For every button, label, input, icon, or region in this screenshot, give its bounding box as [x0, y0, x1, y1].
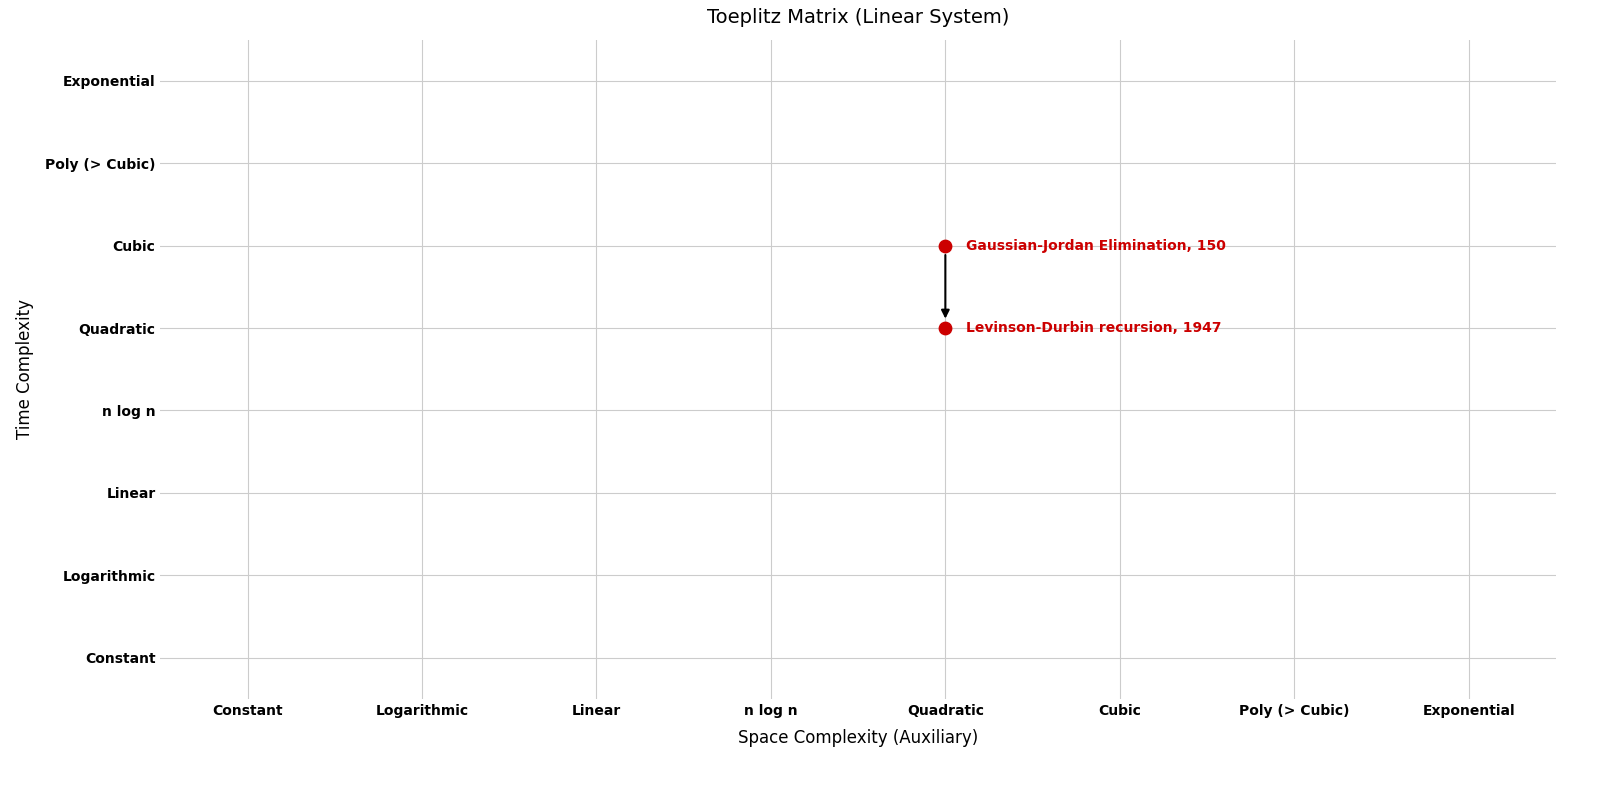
Title: Toeplitz Matrix (Linear System): Toeplitz Matrix (Linear System): [707, 8, 1009, 27]
X-axis label: Space Complexity (Auxiliary): Space Complexity (Auxiliary): [738, 729, 978, 746]
Y-axis label: Time Complexity: Time Complexity: [16, 299, 34, 439]
Point: [932, 322, 958, 334]
Text: Gaussian-Jordan Elimination, 150: Gaussian-Jordan Elimination, 150: [966, 239, 1225, 252]
Text: Levinson-Durbin recursion, 1947: Levinson-Durbin recursion, 1947: [966, 321, 1222, 335]
Point: [932, 239, 958, 252]
